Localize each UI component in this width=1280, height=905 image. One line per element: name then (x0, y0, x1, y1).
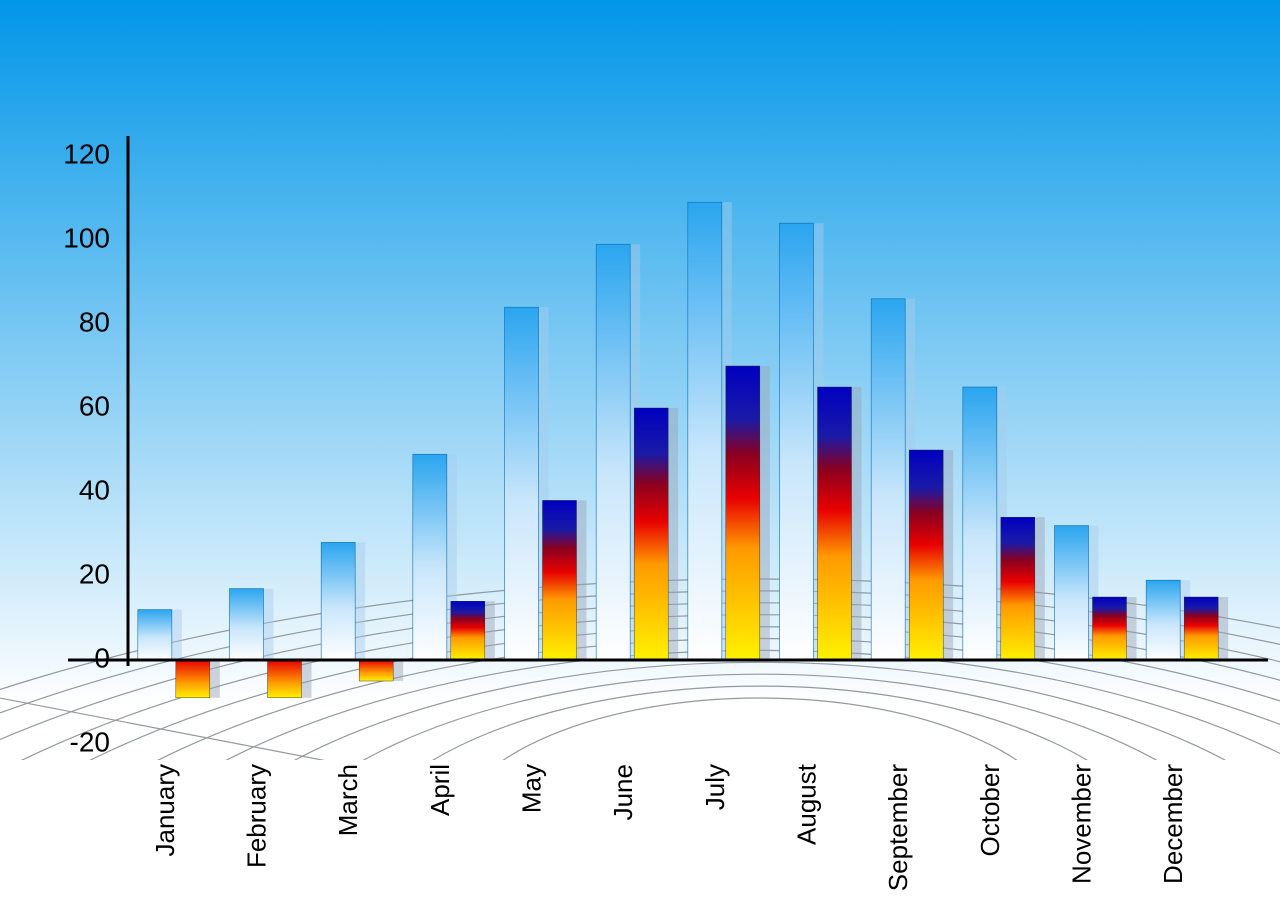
primary-bar (963, 387, 997, 660)
x-category-label: November (1067, 764, 1097, 884)
secondary-bar (1184, 597, 1218, 660)
primary-bar (1146, 580, 1180, 660)
y-tick-label: 40 (79, 474, 110, 505)
y-tick-label: 80 (79, 306, 110, 337)
secondary-bar (818, 387, 852, 660)
y-tick-label: 100 (63, 222, 110, 253)
x-category-label: August (792, 763, 822, 845)
y-tick-label: 120 (63, 138, 110, 169)
secondary-bar (634, 408, 668, 660)
secondary-bar (1001, 517, 1035, 660)
secondary-bar (451, 601, 485, 660)
x-category-label: January (150, 764, 180, 857)
secondary-bar (726, 366, 760, 660)
x-category-label: October (975, 764, 1005, 857)
x-category-label: May (517, 764, 547, 813)
primary-bar (321, 542, 355, 660)
x-category-label: April (425, 764, 455, 816)
secondary-bar (176, 660, 210, 698)
x-category-label: July (700, 764, 730, 810)
primary-bar (138, 610, 172, 660)
primary-bar (871, 299, 905, 660)
y-tick-label: 60 (79, 390, 110, 421)
primary-bar (596, 244, 630, 660)
x-category-label: March (333, 764, 363, 836)
secondary-bar (909, 450, 943, 660)
primary-bar (1055, 526, 1089, 660)
x-category-label: December (1158, 764, 1188, 884)
secondary-bar (543, 500, 577, 660)
secondary-bar (359, 660, 393, 681)
primary-bar (413, 454, 447, 660)
primary-bar (230, 589, 264, 660)
x-category-label: February (242, 764, 272, 868)
primary-bar (505, 307, 539, 660)
primary-bar (688, 202, 722, 660)
x-category-label: September (883, 764, 913, 892)
primary-bar (780, 223, 814, 660)
y-tick-label: 0 (94, 642, 110, 673)
y-tick-label: -20 (70, 726, 110, 757)
y-tick-label: 20 (79, 558, 110, 589)
chart-container: -20 0 20 40 60 80 100 120 January February March Ap… (0, 0, 1280, 905)
x-category-label: June (608, 764, 638, 820)
secondary-bar (268, 660, 302, 698)
secondary-bar (1093, 597, 1127, 660)
chart-svg: -20 0 20 40 60 80 100 120 January February March Ap… (0, 0, 1280, 905)
